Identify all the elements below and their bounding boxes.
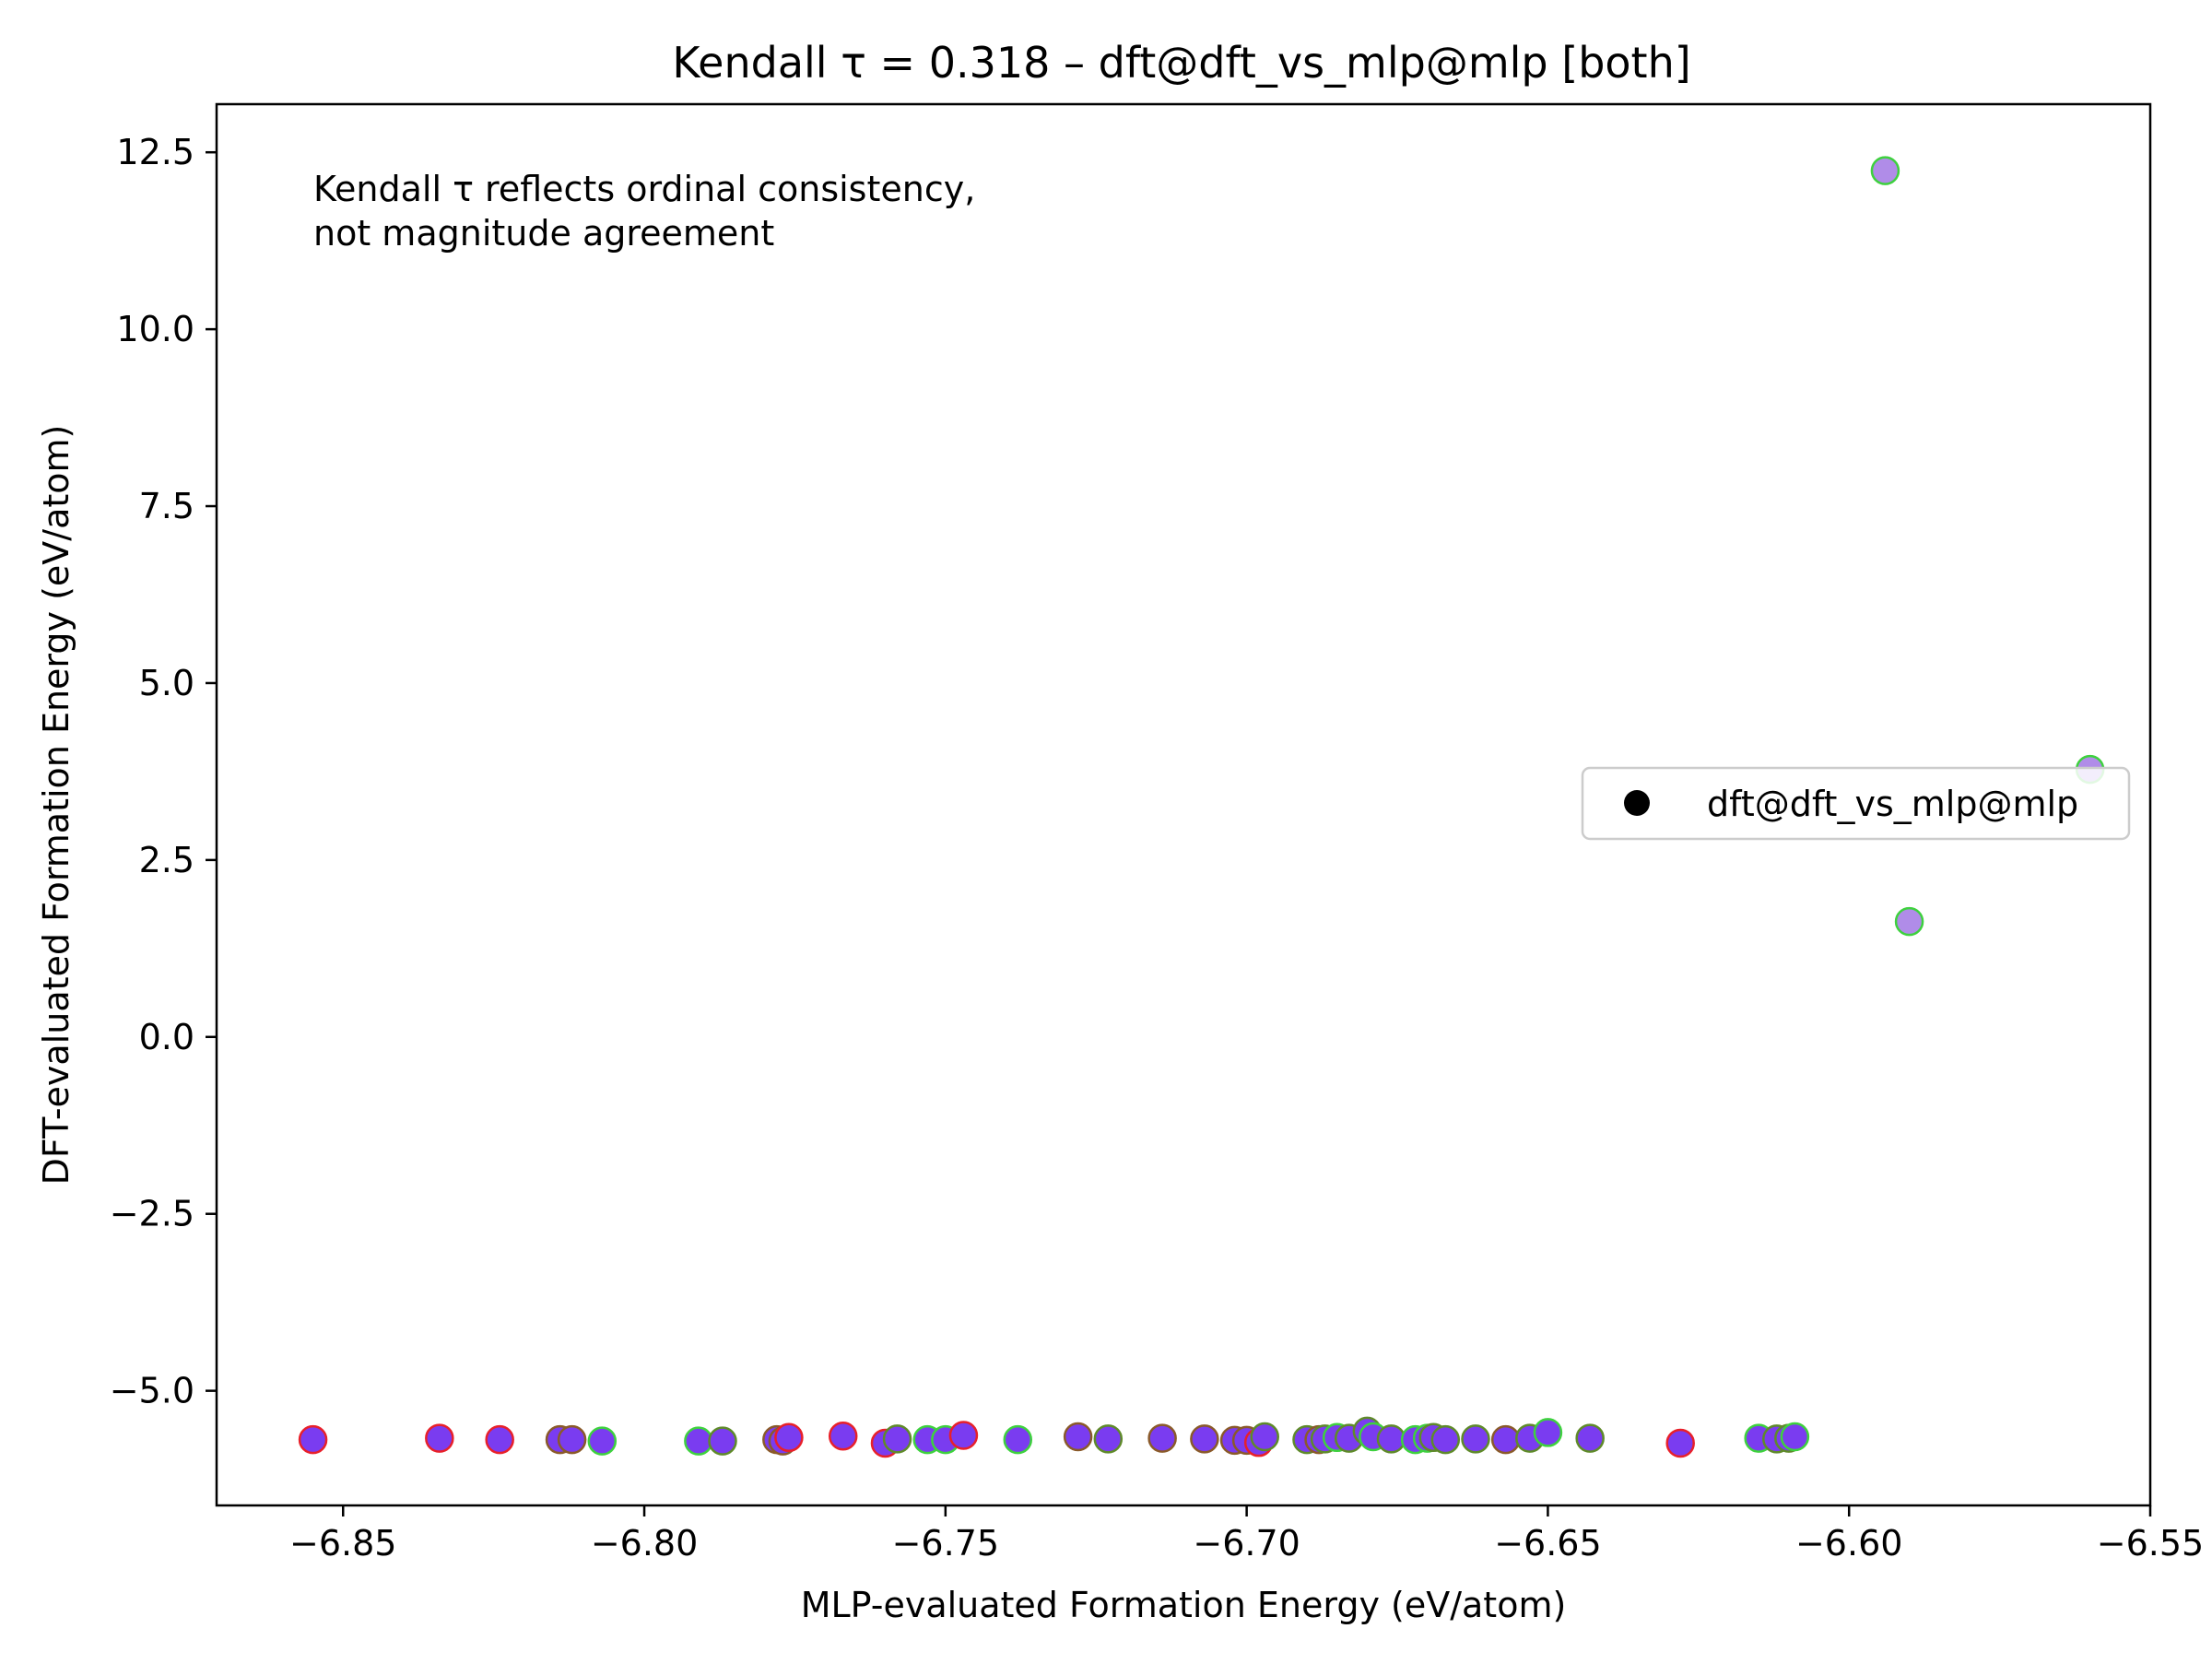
annotation-line-1: Kendall τ reflects ordinal consistency, bbox=[313, 169, 975, 209]
data-point bbox=[708, 1426, 737, 1456]
x-tick-label: −6.65 bbox=[1494, 1523, 1601, 1564]
legend: dft@dft_vs_mlp@mlp bbox=[1581, 766, 2131, 841]
x-tick-label: −6.85 bbox=[289, 1523, 396, 1564]
data-point bbox=[1250, 1422, 1279, 1452]
x-tick-label: −6.70 bbox=[1193, 1523, 1300, 1564]
data-point bbox=[1490, 1424, 1521, 1455]
legend-label: dft@dft_vs_mlp@mlp bbox=[1707, 784, 2078, 824]
y-tick-label: 7.5 bbox=[139, 486, 194, 526]
data-point bbox=[1063, 1422, 1093, 1452]
y-tick-label: 10.0 bbox=[116, 309, 194, 349]
x-axis-label: MLP-evaluated Formation Energy (eV/atom) bbox=[801, 1585, 1567, 1625]
x-tick-label: −6.55 bbox=[2097, 1523, 2204, 1564]
data-point bbox=[485, 1424, 514, 1455]
y-axis-label: DFT-evaluated Formation Energy (eV/atom) bbox=[36, 425, 76, 1186]
data-point bbox=[1093, 1424, 1124, 1454]
data-point bbox=[1003, 1424, 1033, 1455]
y-tick-label: −2.5 bbox=[110, 1194, 194, 1234]
data-point bbox=[1430, 1424, 1461, 1455]
data-point bbox=[1665, 1428, 1695, 1458]
data-point bbox=[1575, 1423, 1605, 1453]
data-point bbox=[298, 1424, 328, 1455]
data-point bbox=[774, 1422, 804, 1453]
x-tick-label: −6.80 bbox=[591, 1523, 698, 1564]
data-point bbox=[684, 1426, 713, 1456]
outlier-point bbox=[1870, 156, 1900, 185]
data-point bbox=[1533, 1418, 1563, 1447]
legend-marker bbox=[1624, 790, 1650, 816]
data-point bbox=[882, 1424, 912, 1454]
data-point bbox=[1190, 1424, 1219, 1454]
data-point bbox=[1461, 1424, 1490, 1454]
legend-box bbox=[1581, 766, 2131, 841]
y-tick-label: −5.0 bbox=[110, 1371, 194, 1411]
data-point bbox=[1147, 1423, 1177, 1453]
data-point bbox=[948, 1421, 979, 1450]
data-point bbox=[587, 1426, 618, 1456]
x-tick-label: −6.60 bbox=[1795, 1523, 1902, 1564]
chart-title: Kendall τ = 0.318 – dft@dft_vs_mlp@mlp [… bbox=[672, 38, 1690, 88]
y-tick-label: 5.0 bbox=[139, 663, 194, 703]
data-point bbox=[557, 1424, 587, 1455]
data-point bbox=[425, 1423, 454, 1453]
data-points bbox=[298, 156, 2105, 1458]
y-tick-label: 2.5 bbox=[139, 840, 194, 880]
y-tick-label: 0.0 bbox=[139, 1017, 194, 1057]
data-point bbox=[828, 1422, 858, 1451]
data-point bbox=[1780, 1422, 1810, 1452]
annotation-line-2: not magnitude agreement bbox=[313, 213, 774, 254]
y-tick-label: 12.5 bbox=[116, 132, 194, 172]
data-point bbox=[1376, 1424, 1406, 1454]
axis-ticks: −6.85 −6.80 −6.75 −6.70 −6.65 −6.60 −6.55 −5.0 −… bbox=[110, 132, 2205, 1564]
outlier-point bbox=[1894, 906, 1924, 937]
plot-area-frame bbox=[215, 102, 2152, 1507]
x-tick-label: −6.75 bbox=[892, 1523, 999, 1564]
